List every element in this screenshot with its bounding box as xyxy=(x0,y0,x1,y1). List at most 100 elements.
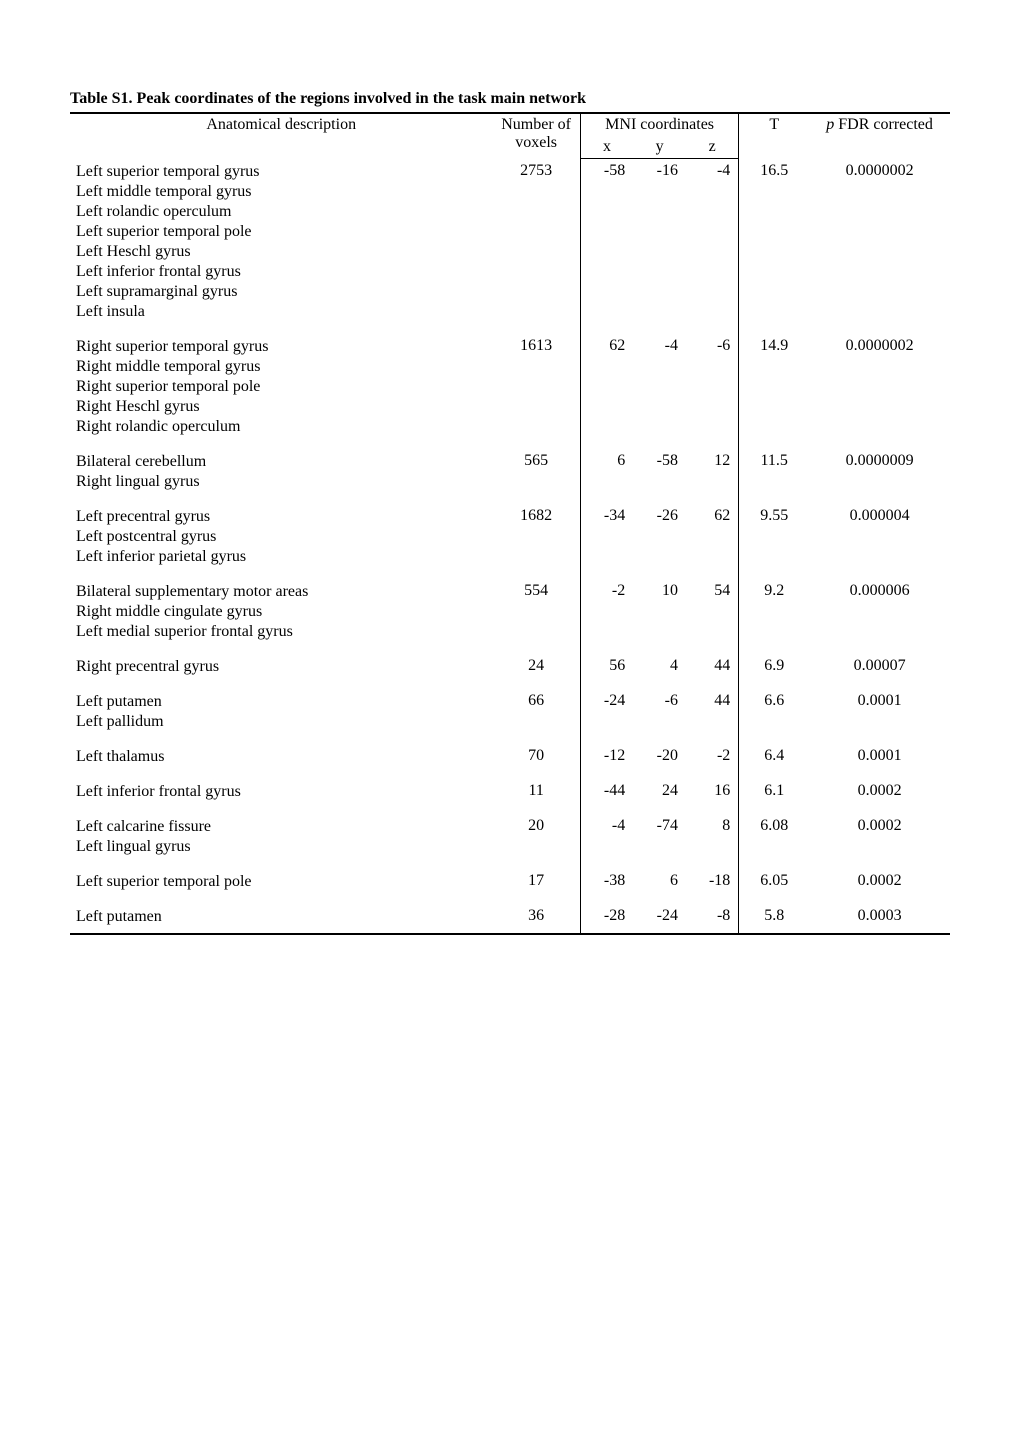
anat-line: Right precentral gyrus xyxy=(76,657,486,677)
cell-t: 5.8 xyxy=(739,895,809,934)
table-row: Left precentral gyrusLeft postcentral gy… xyxy=(70,495,950,570)
cell-x: -4 xyxy=(580,805,633,860)
anat-line: Left superior temporal pole xyxy=(76,222,486,242)
anat-line: Left inferior parietal gyrus xyxy=(76,547,486,567)
cell-y: -24 xyxy=(633,895,686,934)
header-x: x xyxy=(580,136,633,159)
cell-voxels: 20 xyxy=(492,805,580,860)
header-t: T xyxy=(739,113,809,159)
anat-line: Left supramarginal gyrus xyxy=(76,282,486,302)
anat-line: Right superior temporal pole xyxy=(76,377,486,397)
cell-anatomical: Left thalamus xyxy=(70,735,492,770)
cell-anatomical: Left superior temporal gyrusLeft middle … xyxy=(70,159,492,325)
cell-t: 11.5 xyxy=(739,440,809,495)
anat-line: Right Heschl gyrus xyxy=(76,397,486,417)
cell-voxels: 1682 xyxy=(492,495,580,570)
cell-t: 6.08 xyxy=(739,805,809,860)
anat-line: Left precentral gyrus xyxy=(76,507,486,527)
cell-z: -6 xyxy=(686,325,739,440)
cell-z: -2 xyxy=(686,735,739,770)
cell-p: 0.0002 xyxy=(809,770,950,805)
cell-t: 9.55 xyxy=(739,495,809,570)
header-y: y xyxy=(633,136,686,159)
cell-voxels: 1613 xyxy=(492,325,580,440)
cell-t: 6.9 xyxy=(739,645,809,680)
cell-voxels: 36 xyxy=(492,895,580,934)
cell-y: -4 xyxy=(633,325,686,440)
cell-y: 6 xyxy=(633,860,686,895)
cell-x: -34 xyxy=(580,495,633,570)
cell-x: 6 xyxy=(580,440,633,495)
cell-x: -12 xyxy=(580,735,633,770)
anat-line: Right lingual gyrus xyxy=(76,472,486,492)
cell-x: -58 xyxy=(580,159,633,325)
cell-p: 0.0002 xyxy=(809,805,950,860)
header-mni: MNI coordinates xyxy=(580,113,738,136)
cell-z: -18 xyxy=(686,860,739,895)
cell-p: 0.0003 xyxy=(809,895,950,934)
cell-x: -44 xyxy=(580,770,633,805)
cell-anatomical: Left precentral gyrusLeft postcentral gy… xyxy=(70,495,492,570)
cell-z: 54 xyxy=(686,570,739,645)
cell-z: 8 xyxy=(686,805,739,860)
cell-p: 0.0000002 xyxy=(809,325,950,440)
anat-line: Left Heschl gyrus xyxy=(76,242,486,262)
cell-x: -2 xyxy=(580,570,633,645)
cell-t: 6.1 xyxy=(739,770,809,805)
cell-anatomical: Right superior temporal gyrusRight middl… xyxy=(70,325,492,440)
anat-line: Left middle temporal gyrus xyxy=(76,182,486,202)
anat-line: Right middle temporal gyrus xyxy=(76,357,486,377)
anat-line: Right middle cingulate gyrus xyxy=(76,602,486,622)
anat-line: Bilateral cerebellum xyxy=(76,452,486,472)
cell-x: -24 xyxy=(580,680,633,735)
anat-line: Left putamen xyxy=(76,907,486,927)
anat-line: Right superior temporal gyrus xyxy=(76,337,486,357)
cell-z: 62 xyxy=(686,495,739,570)
table-row: Left superior temporal pole17-386-186.05… xyxy=(70,860,950,895)
cell-anatomical: Left putamenLeft pallidum xyxy=(70,680,492,735)
cell-voxels: 2753 xyxy=(492,159,580,325)
cell-anatomical: Right precentral gyrus xyxy=(70,645,492,680)
table-row: Left inferior frontal gyrus11-4424166.10… xyxy=(70,770,950,805)
cell-p: 0.000006 xyxy=(809,570,950,645)
cell-z: 44 xyxy=(686,680,739,735)
cell-p: 0.0001 xyxy=(809,735,950,770)
anat-line: Left putamen xyxy=(76,692,486,712)
table-row: Left superior temporal gyrusLeft middle … xyxy=(70,159,950,325)
cell-p: 0.0002 xyxy=(809,860,950,895)
anat-line: Left inferior frontal gyrus xyxy=(76,262,486,282)
cell-anatomical: Left calcarine fissureLeft lingual gyrus xyxy=(70,805,492,860)
anat-line: Left postcentral gyrus xyxy=(76,527,486,547)
table-row: Right superior temporal gyrusRight middl… xyxy=(70,325,950,440)
table-row: Left putamen 36-28-24-85.80.0003 xyxy=(70,895,950,934)
anat-line: Left lingual gyrus xyxy=(76,837,486,857)
cell-y: 10 xyxy=(633,570,686,645)
cell-y: -26 xyxy=(633,495,686,570)
cell-voxels: 24 xyxy=(492,645,580,680)
cell-y: -6 xyxy=(633,680,686,735)
header-anatomical: Anatomical description xyxy=(70,113,492,159)
header-voxels: Number of voxels xyxy=(492,113,580,159)
anat-line: Left medial superior frontal gyrus xyxy=(76,622,486,642)
header-z: z xyxy=(686,136,739,159)
anat-line: Left inferior frontal gyrus xyxy=(76,782,486,802)
cell-z: 44 xyxy=(686,645,739,680)
cell-t: 6.05 xyxy=(739,860,809,895)
anat-line: Left pallidum xyxy=(76,712,486,732)
cell-p: 0.00007 xyxy=(809,645,950,680)
cell-voxels: 565 xyxy=(492,440,580,495)
cell-y: -16 xyxy=(633,159,686,325)
anat-line: Left calcarine fissure xyxy=(76,817,486,837)
cell-y: -74 xyxy=(633,805,686,860)
cell-x: 56 xyxy=(580,645,633,680)
cell-z: 12 xyxy=(686,440,739,495)
cell-z: -8 xyxy=(686,895,739,934)
anat-line: Left superior temporal gyrus xyxy=(76,162,486,182)
cell-t: 9.2 xyxy=(739,570,809,645)
table-row: Left thalamus70-12-20-26.40.0001 xyxy=(70,735,950,770)
cell-x: -28 xyxy=(580,895,633,934)
table-row: Left calcarine fissureLeft lingual gyrus… xyxy=(70,805,950,860)
cell-t: 6.4 xyxy=(739,735,809,770)
anat-line: Right rolandic operculum xyxy=(76,417,486,437)
cell-t: 16.5 xyxy=(739,159,809,325)
